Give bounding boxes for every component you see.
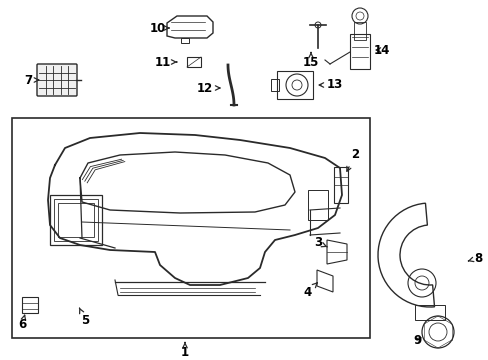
Bar: [50, 195, 102, 245]
Bar: [181, 38, 189, 43]
Text: 13: 13: [319, 78, 343, 91]
Text: 7: 7: [24, 73, 39, 86]
Bar: [22, 297, 38, 313]
Text: 4: 4: [303, 283, 317, 298]
FancyBboxPatch shape: [37, 64, 77, 96]
Text: 10: 10: [149, 22, 169, 35]
Text: 9: 9: [413, 333, 421, 346]
Bar: [414, 305, 444, 320]
Bar: [186, 57, 201, 67]
Text: 6: 6: [18, 315, 26, 332]
Bar: [333, 167, 347, 203]
Bar: [353, 22, 365, 40]
Text: 12: 12: [197, 81, 220, 94]
Text: 14: 14: [373, 44, 389, 57]
Text: 3: 3: [313, 237, 327, 249]
Bar: [349, 34, 369, 69]
Text: 15: 15: [302, 53, 319, 68]
Bar: [54, 199, 98, 241]
Bar: [12, 118, 369, 338]
Text: 5: 5: [79, 308, 89, 327]
Text: 8: 8: [468, 252, 481, 265]
Text: 1: 1: [181, 343, 189, 359]
Bar: [276, 71, 312, 99]
Text: 11: 11: [155, 55, 176, 68]
Text: 2: 2: [346, 148, 358, 171]
Bar: [270, 79, 279, 91]
Bar: [307, 190, 327, 220]
Bar: [58, 203, 94, 237]
